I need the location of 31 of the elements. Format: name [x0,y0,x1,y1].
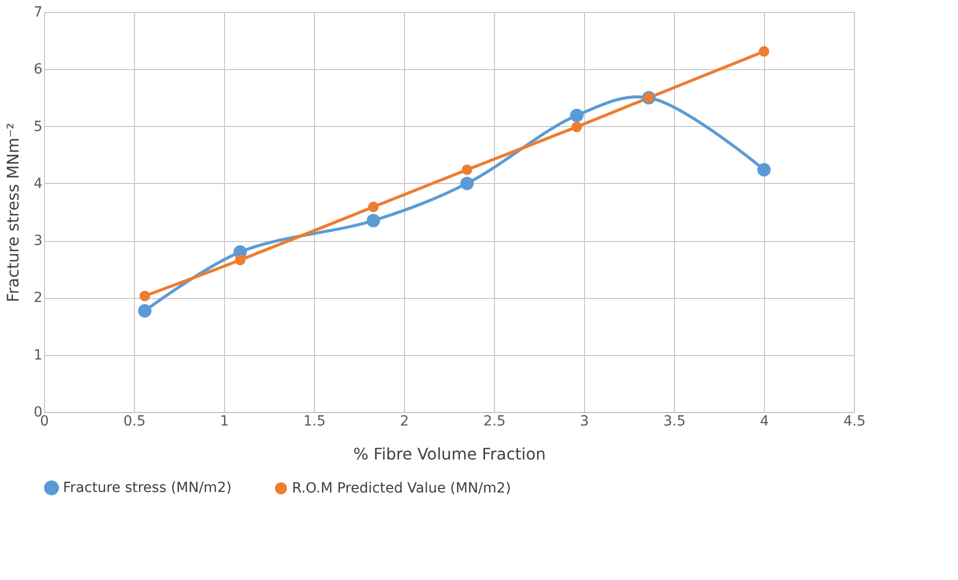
point [462,164,472,175]
point [570,108,584,122]
y-tick-label: 5 [34,118,42,135]
x-tick-label: 0.5 [123,414,146,430]
y-tick-label: 2 [34,290,42,306]
x-tick-label: 4.5 [843,414,866,430]
y-tick-label: 6 [34,62,43,78]
legend-label: R.O.M Predicted Value (MN/m2) [292,480,511,496]
point [366,214,380,228]
x-tick-label: 1.5 [303,414,326,430]
x-tick-label: 2.5 [483,414,506,430]
point [368,202,379,212]
x-tick-label: 3 [580,414,589,430]
x-tick-label: 3.5 [663,414,686,430]
point [757,163,771,176]
y-tick-label: 1 [34,347,42,364]
point [460,176,474,190]
point [234,254,246,266]
x-tick-label: 2 [400,414,409,430]
x-tick-label: 1 [220,414,229,430]
point [140,290,150,302]
y-tick-label: 3 [34,233,42,250]
x-tick-label: 4 [760,414,770,430]
x-axis-title: % Fibre Volume Fraction [353,444,546,464]
y-tick-label: 4 [34,176,43,192]
point [572,122,582,132]
y-axis-title: Fracture stress MNm⁻² [4,122,23,302]
legend-label: Fracture stress (MN/m2) [63,480,232,496]
point [758,46,770,57]
y-tick-label: 7 [34,4,42,20]
point [138,304,152,318]
